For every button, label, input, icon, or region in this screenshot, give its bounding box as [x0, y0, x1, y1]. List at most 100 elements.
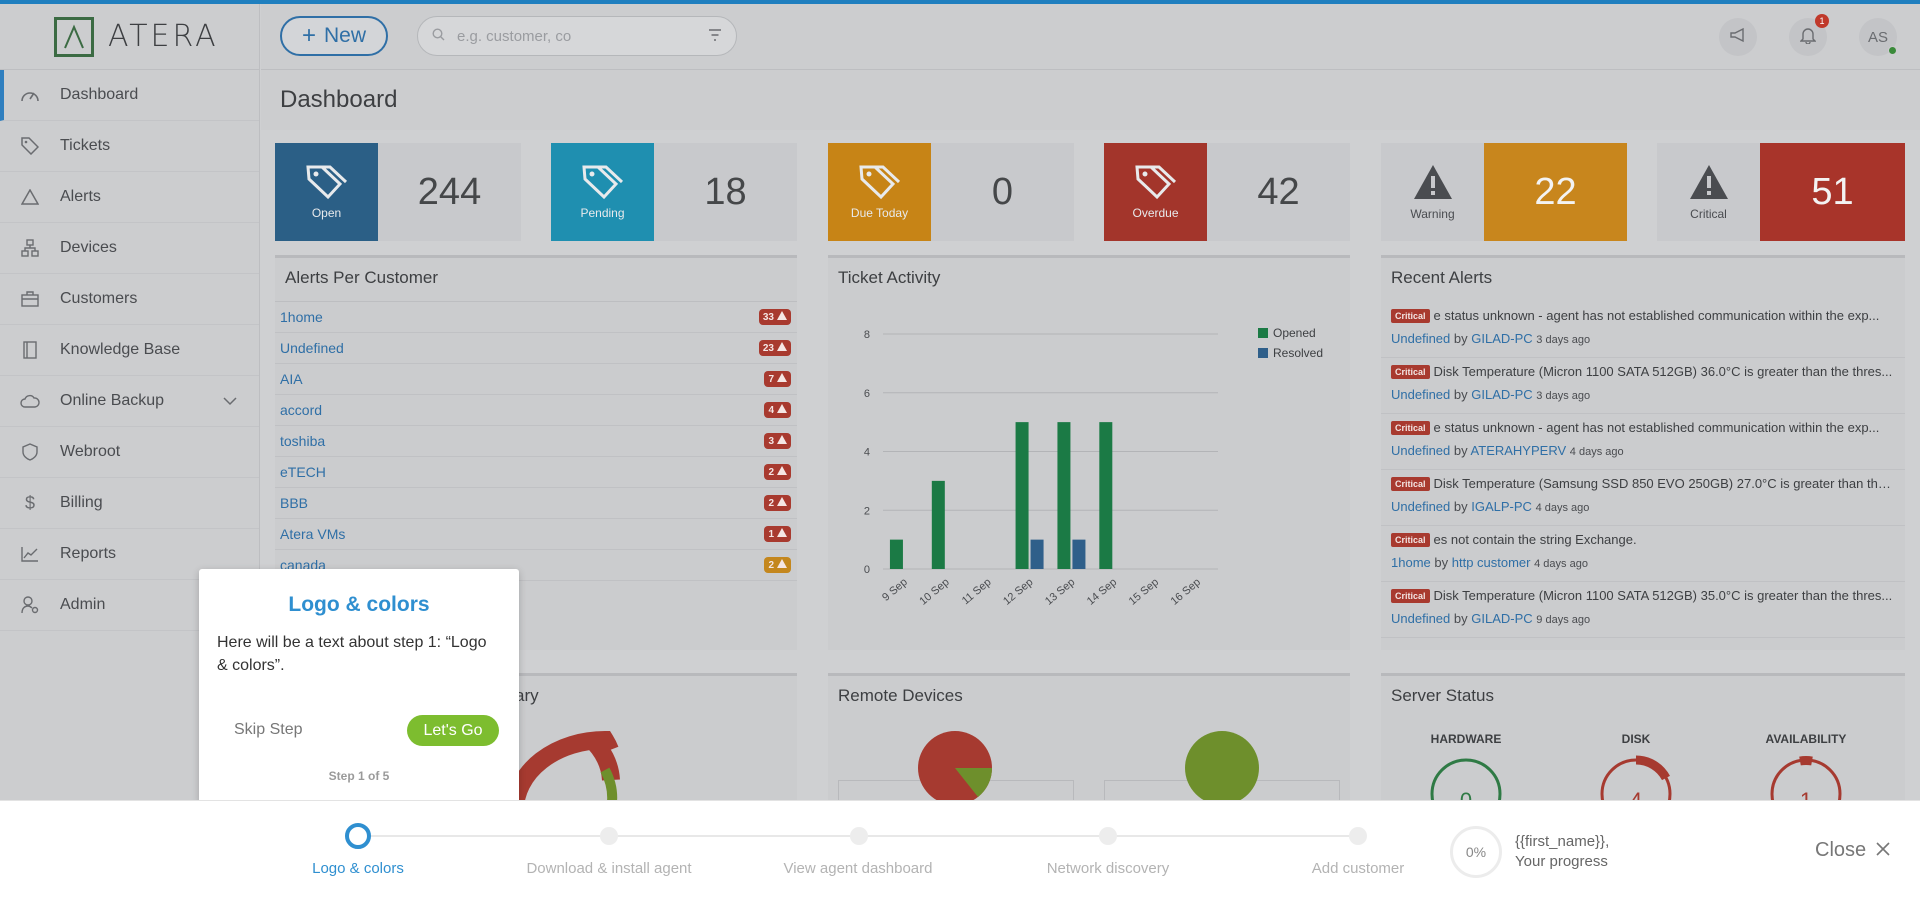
list-item[interactable]: Critical Disk Temperature (Micron 1100 SA… — [1381, 582, 1905, 638]
sidebar-item-billing[interactable]: $ Billing — [0, 478, 259, 529]
warning-icon — [777, 435, 787, 447]
tile-open-label: Open — [311, 206, 342, 220]
customer-link[interactable]: Undefined — [1391, 387, 1451, 402]
table-row[interactable]: AIA 7 — [275, 364, 797, 395]
tile-overdue[interactable]: Overdue 42 — [1104, 143, 1350, 241]
tile-pending[interactable]: Pending 18 — [551, 143, 797, 241]
sidebar-item-admin[interactable]: Admin — [0, 580, 259, 631]
alert-count-badge[interactable]: 33 — [758, 309, 791, 325]
lets-go-button[interactable]: Let's Go — [407, 715, 499, 746]
step-dot-logo-colors[interactable] — [345, 823, 371, 849]
list-item[interactable]: Critical Disk Temperature (Samsung SSD 85… — [1381, 470, 1905, 526]
step-label-logo-colors[interactable]: Logo & colors — [312, 860, 404, 877]
tile-critical-icon-box: Critical — [1657, 143, 1760, 241]
customer-link[interactable]: 1home — [280, 309, 323, 325]
device-link[interactable]: GILAD-PC — [1471, 387, 1533, 402]
sidebar-item-devices[interactable]: Devices — [0, 223, 259, 274]
customer-link[interactable]: Atera VMs — [280, 526, 346, 542]
customer-link[interactable]: 1home — [1391, 555, 1431, 570]
avatar[interactable]: AS — [1859, 18, 1897, 56]
notifications-button[interactable]: 1 — [1789, 14, 1829, 56]
table-row[interactable]: toshiba 3 — [275, 426, 797, 457]
customer-link[interactable]: eTECH — [280, 464, 326, 480]
customer-link[interactable]: BBB — [280, 495, 309, 511]
customer-link[interactable]: accord — [280, 402, 323, 418]
alert-message[interactable]: es not contain the string Exchange. — [1433, 532, 1637, 547]
step-label-network-discovery[interactable]: Network discovery — [1046, 860, 1170, 877]
device-link[interactable]: http customer — [1451, 555, 1531, 570]
by-text: by — [1453, 443, 1468, 458]
sidebar-item-knowledge-base[interactable]: Knowledge Base — [0, 325, 259, 376]
bar-opened — [1057, 422, 1071, 569]
list-item[interactable]: Critical Disk Temperature (Micron 1100 SA… — [1381, 358, 1905, 414]
customer-link[interactable]: Undefined — [1391, 611, 1451, 626]
sidebar-item-alerts[interactable]: Alerts — [0, 172, 259, 223]
alert-count-badge[interactable]: 23 — [758, 340, 791, 356]
alert-message[interactable]: Disk Temperature (Micron 1100 SATA 512GB… — [1433, 364, 1893, 379]
step-dot-network-discovery[interactable] — [1099, 827, 1117, 845]
customer-link[interactable]: Undefined — [1391, 331, 1451, 346]
alert-count-badge[interactable]: 1 — [764, 526, 791, 542]
device-link[interactable]: IGALP-PC — [1471, 499, 1532, 514]
step-dot-download-agent[interactable] — [600, 827, 618, 845]
skip-step-button[interactable]: Skip Step — [234, 721, 303, 738]
alert-message[interactable]: Disk Temperature (Micron 1100 SATA 512GB… — [1433, 588, 1893, 603]
device-link[interactable]: ATERAHYPERV — [1470, 443, 1567, 458]
alert-count-badge[interactable]: 2 — [764, 557, 791, 573]
customer-link[interactable]: Undefined — [280, 340, 344, 356]
step-label-view-dashboard[interactable]: View agent dashboard — [783, 860, 933, 877]
tile-open[interactable]: Open 244 — [275, 143, 521, 241]
sidebar-item-webroot[interactable]: Webroot — [0, 427, 259, 478]
list-item[interactable]: Critical es not contain the string Exchan… — [1381, 526, 1905, 582]
alert-count-badge[interactable]: 4 — [764, 402, 791, 418]
tile-warning[interactable]: Warning 22 — [1381, 143, 1627, 241]
alert-message[interactable]: e status unknown - agent has not establi… — [1433, 308, 1880, 323]
sidebar-item-customers[interactable]: Customers — [0, 274, 259, 325]
chevron-down-icon[interactable] — [223, 393, 237, 411]
alert-time: 4 days ago — [1535, 502, 1590, 514]
customer-link[interactable]: Undefined — [1391, 443, 1451, 458]
search-input[interactable]: e.g. customer, co — [417, 16, 737, 56]
alerts-per-customer-list: 1home 33 Undefined 23 AIA 7 accord 4 toshiba 3 eTE… — [275, 302, 797, 581]
table-row[interactable]: BBB 2 — [275, 488, 797, 519]
device-link[interactable]: GILAD-PC — [1471, 331, 1533, 346]
step-label-download-agent[interactable]: Download & install agent — [526, 860, 692, 877]
tile-due-today[interactable]: Due Today 0 — [828, 143, 1074, 241]
sidebar-item-reports[interactable]: Reports — [0, 529, 259, 580]
customer-link[interactable]: AIA — [280, 371, 303, 387]
announcements-button[interactable] — [1719, 18, 1757, 56]
customer-link[interactable]: toshiba — [280, 433, 326, 449]
sidebar-item-online-backup[interactable]: Online Backup — [0, 376, 259, 427]
legend-swatch — [1258, 348, 1268, 358]
tile-critical[interactable]: Critical 51 — [1657, 143, 1905, 241]
alert-message[interactable]: Disk Temperature (Samsung SSD 850 EVO 25… — [1433, 476, 1897, 491]
alert-count-badge[interactable]: 2 — [764, 495, 791, 511]
step-dot-view-dashboard[interactable] — [850, 827, 868, 845]
table-row[interactable]: Undefined 23 — [275, 333, 797, 364]
tile-overdue-icon-box: Overdue — [1104, 143, 1207, 241]
alert-count-badge[interactable]: 2 — [764, 464, 791, 480]
filter-icon[interactable] — [708, 28, 722, 45]
alert-count-badge[interactable]: 7 — [764, 371, 791, 387]
customer-link[interactable]: Undefined — [1391, 499, 1451, 514]
y-tick-label: 0 — [864, 564, 870, 576]
table-row[interactable]: eTECH 2 — [275, 457, 797, 488]
sidebar-item-tickets[interactable]: Tickets — [0, 121, 259, 172]
table-row[interactable]: Atera VMs 1 — [275, 519, 797, 550]
device-link[interactable]: GILAD-PC — [1471, 611, 1533, 626]
new-button[interactable]: + New — [280, 16, 388, 56]
table-row[interactable]: accord 4 — [275, 395, 797, 426]
sidebar-item-dashboard[interactable]: Dashboard — [0, 70, 259, 121]
table-row[interactable]: 1home 33 — [275, 302, 797, 333]
remote-devices-panel: Remote Devices — [828, 673, 1350, 806]
page-title: Dashboard — [280, 86, 398, 113]
step-label-add-customer[interactable]: Add customer — [1311, 860, 1405, 877]
alert-count-badge[interactable]: 3 — [764, 433, 791, 449]
tile-warning-icon-box: Warning — [1381, 143, 1484, 241]
alert-message[interactable]: e status unknown - agent has not establi… — [1433, 420, 1880, 435]
list-item[interactable]: Critical e status unknown - agent has not… — [1381, 302, 1905, 358]
logo[interactable]: ATERA — [0, 4, 259, 70]
list-item[interactable]: Critical e status unknown - agent has not… — [1381, 414, 1905, 470]
close-button[interactable]: Close — [1815, 839, 1890, 862]
step-dot-add-customer[interactable] — [1349, 827, 1367, 845]
